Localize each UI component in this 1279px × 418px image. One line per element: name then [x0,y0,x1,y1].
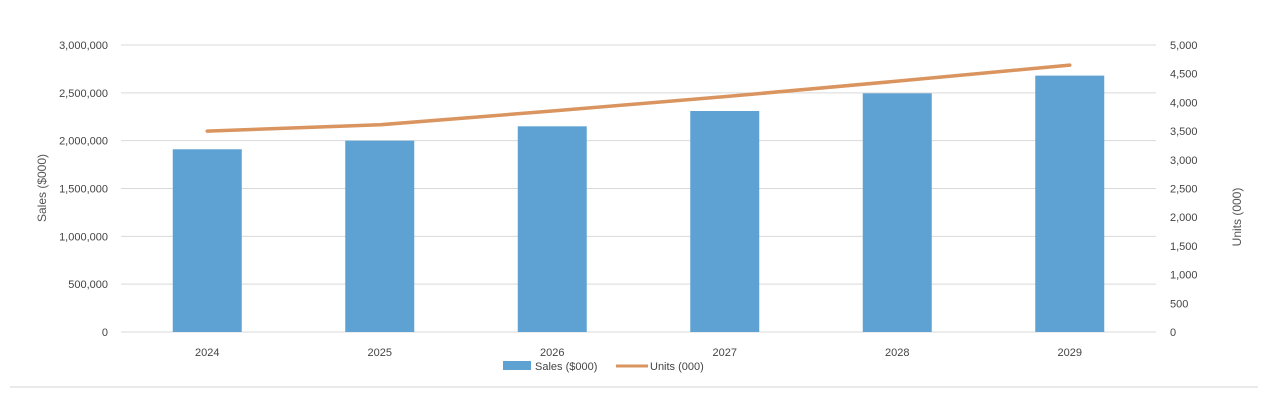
y2-tick-label: 500 [1170,298,1188,310]
y2-tick-label: 1,500 [1170,241,1198,253]
x-tick-label: 2028 [885,347,909,359]
y-tick-label: 2,000,000 [59,136,108,148]
x-tick-label: 2029 [1058,347,1082,359]
y-tick-label: 500,000 [68,279,108,291]
legend-swatch-sales [503,361,531,370]
bar-sales-2028 [862,93,932,332]
y-tick-label: 1,500,000 [59,184,108,196]
x-tick-label: 2027 [713,347,737,359]
y2-tick-label: 3,000 [1170,155,1198,167]
bars [172,75,1105,332]
y2-tick-label: 3,500 [1170,126,1198,138]
y2-tick-label: 5,000 [1170,40,1198,52]
y-axis-title: Sales ($000) [35,154,49,222]
bar-sales-2025 [345,140,415,332]
y-axis-right-ticks: 0 500 1,000 1,500 2,000 2,500 3,000 3,500 4,000 4… [1170,40,1198,339]
legend: Sales ($000) Units (000) [503,361,704,373]
x-axis-ticks: 2024 2025 2026 2027 2028 2029 [195,347,1082,359]
y2-tick-label: 4,500 [1170,69,1198,81]
x-tick-label: 2026 [540,347,564,359]
y2-axis-title: Units (000) [1230,188,1244,247]
y-tick-label: 1,000,000 [59,231,108,243]
bar-sales-2029 [1035,75,1105,332]
y-axis-left-ticks: 0 500,000 1,000,000 1,500,000 2,000,000 2,500… [59,40,108,339]
bar-sales-2024 [172,149,242,332]
bar-sales-2027 [690,111,760,332]
x-tick-label: 2024 [195,347,219,359]
y-tick-label: 2,500,000 [59,88,108,100]
y2-tick-label: 2,000 [1170,212,1198,224]
y2-tick-label: 0 [1170,327,1176,339]
legend-label-sales: Sales ($000) [535,361,597,373]
y-tick-label: 0 [102,327,108,339]
bar-sales-2026 [517,126,587,332]
y-tick-label: 3,000,000 [59,40,108,52]
y2-tick-label: 1,000 [1170,270,1198,282]
y2-tick-label: 2,500 [1170,184,1198,196]
line-units [205,63,1072,133]
units-line-layer [205,63,1072,133]
gridlines [121,44,1156,333]
x-tick-label: 2025 [368,347,392,359]
legend-label-units: Units (000) [650,361,704,373]
y2-tick-label: 4,000 [1170,97,1198,109]
